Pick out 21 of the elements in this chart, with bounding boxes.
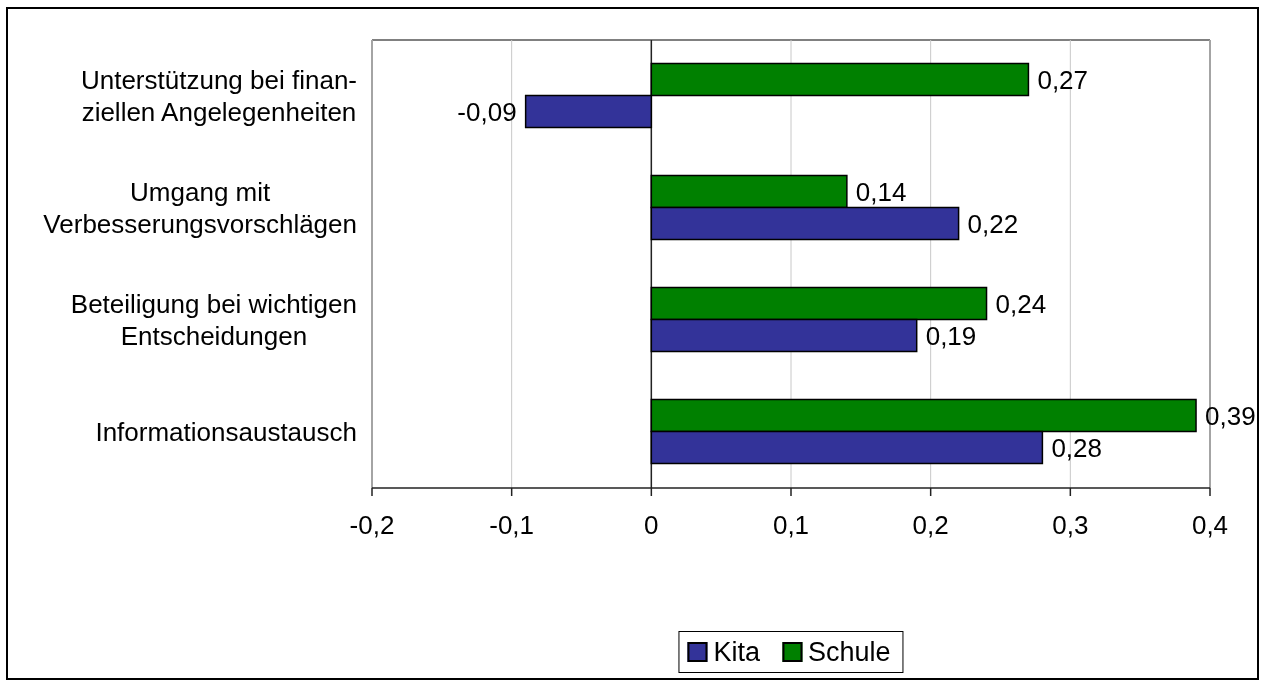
x-tick-label: 0,2 xyxy=(912,510,949,541)
x-tick-label: -0,2 xyxy=(349,510,395,541)
data-label: 0,28 xyxy=(1051,432,1103,463)
y-tick-label: Informationsaustausch xyxy=(95,415,357,449)
x-tick-label: 0,1 xyxy=(772,510,810,541)
y-tick-label: Unterstützung bei finan- ziellen Angelegenheiten xyxy=(80,63,357,129)
data-label: 0,14 xyxy=(855,176,907,207)
x-tick-label: -0,1 xyxy=(489,510,535,541)
x-tick-label: 0 xyxy=(644,510,659,541)
data-label: -0,09 xyxy=(457,96,517,127)
x-tick-label: 0,3 xyxy=(1052,510,1089,541)
x-tick-label: 0,4 xyxy=(1191,510,1229,541)
data-label: 0,19 xyxy=(925,320,977,351)
data-label: 0,24 xyxy=(995,288,1047,319)
legend-label: Schule xyxy=(807,636,891,669)
data-label: 0,22 xyxy=(967,208,1019,239)
y-tick-label: Umgang mit Verbesserungsvorschlägen xyxy=(43,175,357,241)
y-tick-label: Beteiligung bei wichtigen Entscheidungen xyxy=(70,287,357,353)
data-label: 0,27 xyxy=(1037,64,1089,95)
data-label: 0,39 xyxy=(1205,400,1256,431)
legend-label: Kita xyxy=(713,636,760,669)
